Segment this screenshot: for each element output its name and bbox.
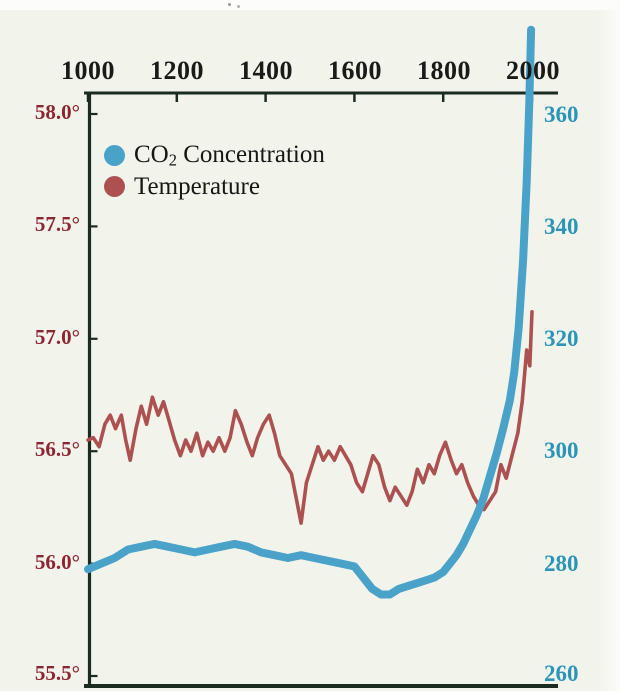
right-axis-tick-label: 340 — [544, 214, 579, 239]
left-axis-tick-label: 57.5° — [34, 212, 80, 236]
left-axis-tick-label: 58.0° — [34, 100, 80, 124]
right-axis-tick-label: 260 — [544, 661, 579, 686]
scan-artifact-right — [598, 0, 620, 691]
temperature-legend-dot-icon — [104, 176, 125, 197]
x-axis-tick-label: 2000 — [506, 56, 560, 85]
left-axis-tick-label: 56.0° — [34, 550, 80, 574]
legend-label-temperature: Temperature — [134, 172, 260, 200]
x-axis-tick-label: 1600 — [328, 56, 382, 85]
right-axis-tick-label: 300 — [544, 438, 579, 463]
chart-legend: CO2 Concentration Temperature — [104, 140, 325, 202]
left-axis-tick-label: 57.0° — [34, 325, 80, 349]
legend-label-co2: CO2 Concentration — [134, 140, 325, 170]
scan-artifact-top — [0, 0, 620, 10]
left-axis-tick-label: 56.5° — [34, 437, 80, 461]
left-axis-tick-label: 55.5° — [34, 661, 80, 685]
legend-item-temperature: Temperature — [104, 171, 325, 202]
x-axis-tick-label: 1200 — [150, 56, 204, 85]
scan-artifact-specks — [228, 3, 231, 6]
right-axis-tick-label: 320 — [544, 326, 579, 351]
legend-item-co2: CO2 Concentration — [104, 140, 325, 171]
x-axis-tick-label: 1000 — [61, 56, 115, 85]
co2-legend-dot-icon — [104, 145, 125, 166]
x-axis-tick-label: 1400 — [239, 56, 293, 85]
right-axis-tick-label: 280 — [544, 551, 579, 576]
x-axis-tick-label: 1800 — [417, 56, 471, 85]
right-axis-tick-label: 360 — [544, 102, 579, 127]
